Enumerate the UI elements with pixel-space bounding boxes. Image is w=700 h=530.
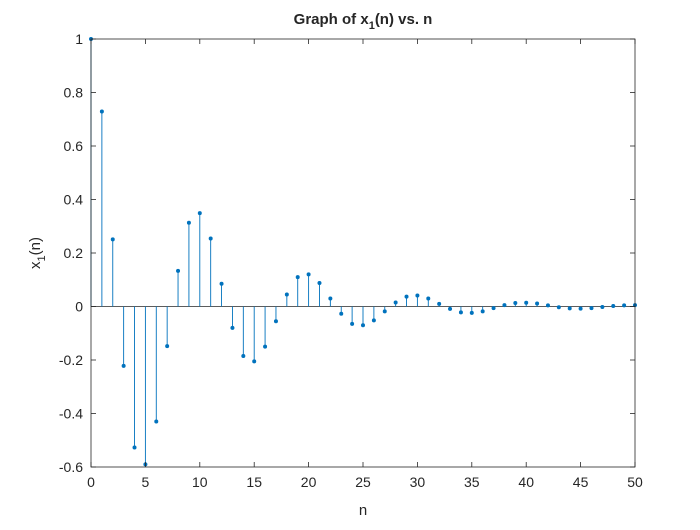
stem-marker	[360, 323, 365, 328]
stem-marker	[328, 296, 333, 301]
stem-marker	[600, 305, 605, 310]
stem-marker	[208, 236, 213, 241]
stem-marker	[317, 280, 322, 285]
stem-marker	[339, 311, 344, 316]
x-tick-label: 25	[355, 474, 371, 490]
stem-marker	[371, 318, 376, 323]
axes-layer	[90, 38, 636, 468]
y-tick-label: 0.6	[64, 138, 84, 154]
x-tick-label: 35	[464, 474, 480, 490]
stem-marker	[535, 301, 540, 306]
stem-marker	[197, 211, 202, 216]
stem-marker	[578, 306, 583, 311]
y-axis-label-subscript: 1	[36, 255, 48, 261]
y-tick-label: 1	[75, 31, 83, 47]
stem-marker	[273, 319, 278, 324]
x-tick-label: 40	[518, 474, 534, 490]
x-tick-label: 15	[246, 474, 262, 490]
x-tick-label: 50	[627, 474, 643, 490]
stem-marker	[176, 268, 181, 273]
stem-marker	[121, 363, 126, 368]
stem-marker	[241, 353, 246, 358]
stem-marker	[611, 303, 616, 308]
y-tick-label: -0.2	[59, 352, 83, 368]
ticks-layer	[90, 38, 636, 468]
labels-layer: 0 5 10 15 20 25 30 35 40 45 50 -0.6 -0.4 -0.2 0 0.2 0.4 0…	[27, 11, 643, 519]
axes-box	[90, 38, 636, 468]
chart-title-subscript: 1	[369, 20, 375, 32]
y-tick-label: -0.6	[59, 459, 83, 475]
stem-marker	[622, 303, 627, 308]
stem-marker	[219, 281, 224, 286]
x-tick-label: 0	[87, 474, 95, 490]
stem-marker	[480, 309, 485, 314]
y-tick-label: 0	[75, 299, 83, 315]
y-tick-label: 0.2	[64, 245, 84, 261]
x-tick-label: 45	[573, 474, 589, 490]
y-tick-label: -0.4	[59, 406, 83, 422]
stem-marker	[556, 305, 561, 310]
chart-title: Graph of x1(n) vs. n	[294, 11, 433, 32]
stem-marker	[545, 303, 550, 308]
stem-marker	[404, 294, 409, 299]
stem-marker	[382, 309, 387, 314]
stem-marker	[350, 321, 355, 326]
y-axis-label: x1(n)	[27, 237, 48, 269]
chart-title-rest: (n) vs. n	[375, 11, 433, 28]
x-tick-label: 30	[410, 474, 426, 490]
y-tick-label: 0.8	[64, 85, 84, 101]
x-tick-label: 5	[142, 474, 150, 490]
stem-marker	[448, 306, 453, 311]
stem-marker	[165, 344, 170, 349]
stem-marker	[263, 344, 268, 349]
stem-marker	[567, 306, 572, 311]
stem-marker	[132, 445, 137, 450]
stem-marker	[230, 325, 235, 330]
stem-marker	[99, 109, 104, 114]
stem-marker	[426, 296, 431, 301]
stem-marker	[415, 293, 420, 298]
stem-marker	[437, 301, 442, 306]
stem-marker	[393, 300, 398, 305]
stem-marker	[458, 310, 463, 315]
stem-marker	[110, 237, 115, 242]
stem-marker	[154, 419, 159, 424]
stem-marker	[589, 306, 594, 311]
stem-marker	[469, 310, 474, 315]
stems-layer	[89, 36, 637, 467]
stem-marker	[502, 303, 507, 308]
stem-marker	[252, 359, 257, 364]
x-tick-label: 20	[301, 474, 317, 490]
x-tick-label: 10	[192, 474, 208, 490]
stem-marker	[186, 220, 191, 225]
chart-title-main: Graph of x	[294, 11, 370, 28]
stem-marker	[306, 272, 311, 277]
stem-marker	[524, 300, 529, 305]
x-axis-label: n	[359, 502, 367, 519]
y-axis-label-rest: (n)	[27, 237, 44, 255]
stem-marker	[513, 301, 518, 306]
y-axis-label-main: x	[27, 261, 44, 269]
y-tick-label: 0.4	[64, 192, 84, 208]
stem-marker	[491, 306, 496, 311]
stem-marker	[284, 292, 289, 297]
stem-marker	[295, 275, 300, 280]
